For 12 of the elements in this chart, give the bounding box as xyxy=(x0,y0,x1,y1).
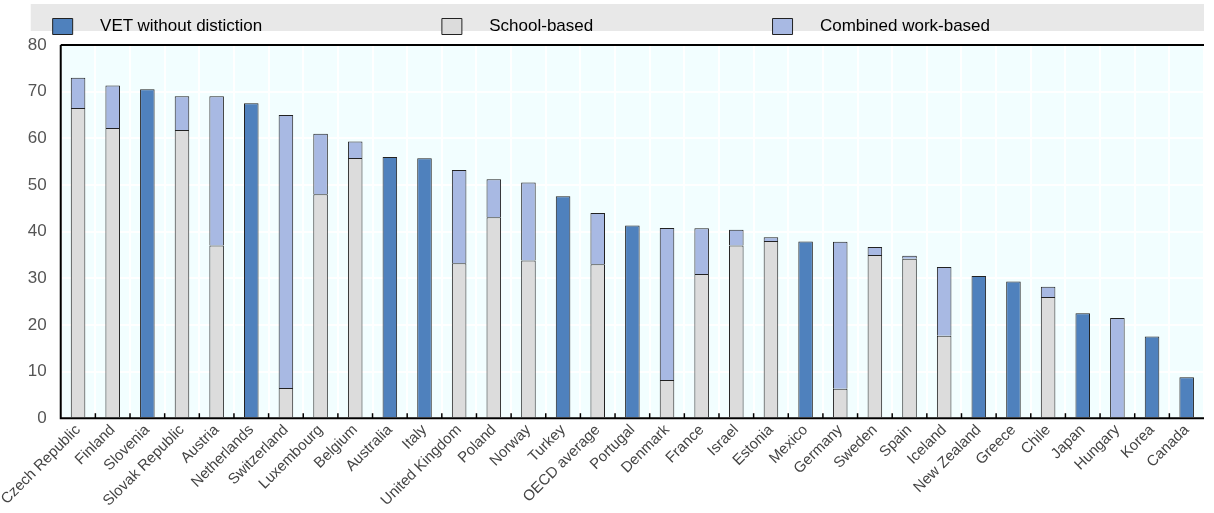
y-tick-label: 10 xyxy=(27,361,47,381)
legend-label: School-based xyxy=(470,16,759,36)
y-tick-label: 60 xyxy=(27,127,47,147)
y-tick-label: 0 xyxy=(37,407,47,427)
legend-label: VET without distiction xyxy=(81,16,428,36)
y-tick-label: 30 xyxy=(27,267,47,287)
y-tick-label: 40 xyxy=(27,221,47,241)
y-tick-label: 70 xyxy=(27,81,47,101)
y-tick-label: 20 xyxy=(27,314,47,334)
y-tick-label: 80 xyxy=(27,34,47,54)
legend-label: Combined work-based xyxy=(801,16,1156,36)
y-tick-label: 50 xyxy=(27,174,47,194)
